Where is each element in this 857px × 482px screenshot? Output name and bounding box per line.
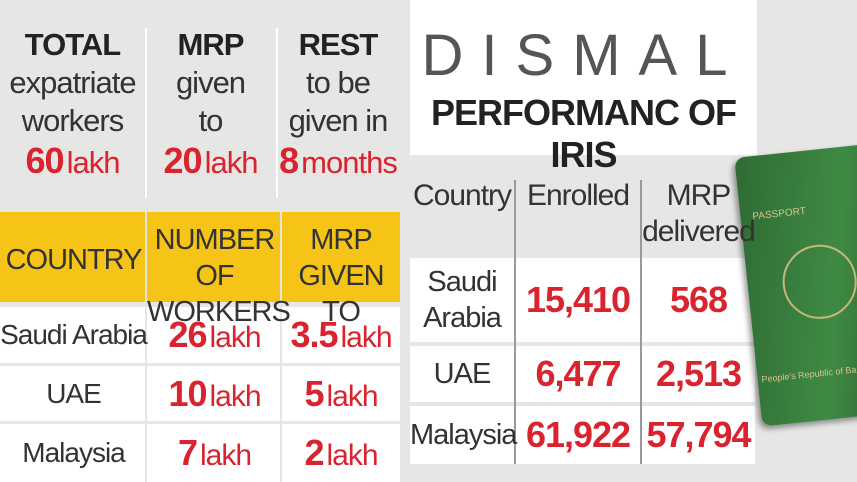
- label-line: to be: [306, 65, 371, 100]
- value: 20: [163, 140, 203, 181]
- value-cell: 26 lakh: [147, 307, 282, 363]
- country-cell: UAE: [0, 366, 147, 421]
- value-cell: 10 lakh: [147, 366, 282, 421]
- heading: TOTAL: [24, 27, 121, 62]
- value: 61,922: [525, 414, 631, 455]
- country: Saudi Arabia: [0, 319, 148, 350]
- value-cell: 6,477: [516, 346, 640, 402]
- divider: [514, 180, 516, 464]
- divider: [145, 212, 147, 482]
- header-cell: NUMBER OF WORKERS: [147, 222, 291, 330]
- value: 15,410: [525, 279, 631, 320]
- header-line: delivered: [642, 215, 756, 248]
- title: DISMAL: [421, 23, 746, 88]
- country-line: UAE: [433, 358, 492, 390]
- value: 8: [279, 140, 299, 181]
- value: 2,513: [655, 353, 742, 394]
- value-cell: 3.5 lakh: [282, 307, 400, 363]
- header-cell: MRP delivered: [642, 178, 756, 250]
- value: 6,477: [535, 353, 621, 394]
- header-cell: Country: [410, 178, 514, 214]
- unit: lakh: [66, 145, 121, 180]
- divider: [276, 28, 278, 198]
- unit: lakh: [209, 380, 262, 413]
- value-cell: 5 lakh: [282, 366, 400, 421]
- value: 7: [177, 432, 198, 473]
- value-cell: 7 lakh: [147, 424, 282, 482]
- emblem: [779, 241, 857, 323]
- label-line: given in: [288, 103, 389, 138]
- value-cell: 15,410: [516, 258, 640, 342]
- row-bg: [0, 307, 400, 363]
- value-cell: 61,922: [516, 406, 640, 464]
- heading: REST: [298, 27, 379, 62]
- value-cell: 2 lakh: [282, 424, 400, 482]
- header-line: Enrolled: [526, 179, 630, 212]
- unit: lakh: [326, 439, 378, 472]
- country-cell: Saudi Arabia: [410, 264, 514, 336]
- header-line: GIVEN TO: [298, 260, 384, 328]
- passport-label: PASSPORT: [751, 205, 807, 223]
- header-line: MRP: [666, 179, 732, 212]
- divider: [280, 212, 282, 482]
- value-cell: 2,513: [642, 346, 755, 402]
- label-line: expatriate: [9, 65, 136, 100]
- figure: 60lakh: [0, 142, 145, 182]
- value: 57,794: [646, 414, 751, 455]
- header-line: Country: [412, 179, 512, 212]
- unit: lakh: [199, 439, 252, 472]
- header-line: COUNTRY: [5, 244, 143, 276]
- country-line: Saudi: [427, 266, 497, 298]
- country-cell: UAE: [410, 356, 514, 392]
- country-cell: Malaysia: [0, 424, 147, 482]
- row-bg: [410, 346, 755, 402]
- value: 5: [304, 373, 324, 414]
- table-header-bg: [0, 212, 400, 302]
- summary-column: TOTAL expatriate workers 60lakh: [0, 26, 145, 182]
- country: UAE: [46, 378, 102, 409]
- value: 26: [168, 314, 207, 355]
- country: Malaysia: [22, 437, 125, 468]
- country-cell: Malaysia: [410, 417, 517, 453]
- unit: months: [301, 145, 398, 180]
- row-bg: [410, 406, 755, 464]
- value: 3.5: [290, 314, 338, 355]
- heading: MRP: [177, 27, 245, 62]
- country-line: Malaysia: [410, 419, 517, 451]
- row-bg: [0, 366, 400, 421]
- value-cell: 57,794: [642, 406, 755, 464]
- unit: lakh: [326, 380, 378, 413]
- unit: lakh: [209, 321, 262, 354]
- header-cell: Enrolled: [516, 178, 640, 214]
- value: 2: [304, 432, 324, 473]
- row-bg: [410, 258, 755, 342]
- header-line: NUMBER OF: [154, 224, 276, 292]
- header-cell: COUNTRY: [0, 242, 147, 278]
- title-box: [410, 0, 757, 155]
- unit: lakh: [340, 321, 393, 354]
- value: 568: [669, 279, 728, 320]
- summary-column: MRP given to 20lakh: [145, 26, 276, 182]
- header-line: WORKERS: [147, 296, 291, 328]
- country-cell: Saudi Arabia: [0, 307, 148, 363]
- label-line: to: [198, 103, 224, 138]
- label-line: given: [175, 65, 246, 100]
- summary-column: REST to be given in 8months: [276, 26, 400, 182]
- figure: 8months: [276, 142, 400, 182]
- value-cell: 568: [642, 258, 755, 342]
- value: 60: [25, 140, 65, 181]
- subtitle: PERFORMANC OF IRIS: [431, 92, 737, 175]
- label-line: workers: [21, 103, 125, 138]
- value: 10: [168, 373, 207, 414]
- header-line: MRP: [310, 224, 372, 256]
- divider: [640, 180, 642, 464]
- divider: [145, 28, 147, 198]
- unit: lakh: [204, 145, 259, 180]
- figure: 20lakh: [145, 142, 276, 182]
- row-bg: [0, 424, 400, 482]
- passport-country: People's Republic of Ba: [761, 364, 857, 385]
- country-line: Arabia: [423, 302, 502, 334]
- header-cell: MRP GIVEN TO: [282, 222, 400, 330]
